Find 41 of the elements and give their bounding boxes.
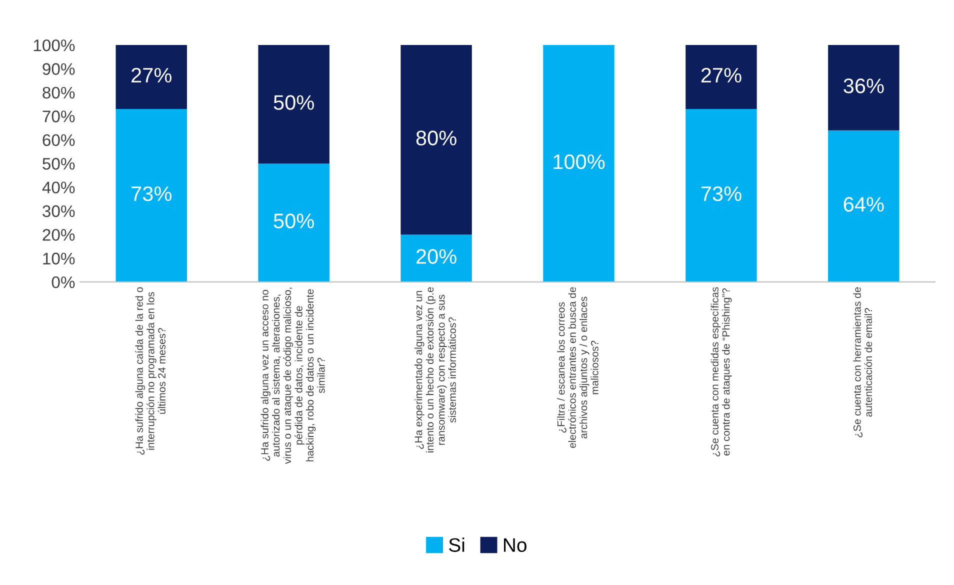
bar bbox=[400, 45, 472, 235]
bar bbox=[828, 45, 900, 130]
data-label: 73% bbox=[132, 186, 172, 202]
data-label: 73% bbox=[701, 186, 742, 202]
data-label: 50% bbox=[274, 214, 314, 228]
bar bbox=[828, 130, 900, 282]
y-tick-label: 70% bbox=[42, 110, 75, 122]
y-tick-label: 40% bbox=[42, 182, 75, 194]
y-tick-label: 20% bbox=[42, 228, 75, 241]
legend-label: Si bbox=[449, 538, 464, 552]
y-tick-label: 90% bbox=[42, 63, 75, 75]
data-label: 27% bbox=[132, 68, 172, 83]
bar bbox=[116, 45, 187, 110]
data-label: 27% bbox=[701, 68, 742, 83]
y-tick-label: 0% bbox=[52, 276, 75, 288]
x-tick-label: ¿Se cuenta con medidas específicas en contra de ataques de “Phishing”? bbox=[710, 287, 732, 456]
legend-label: No bbox=[504, 538, 526, 552]
x-tick-label: ¿Ha sufrido alguna caída de la red o interrupción no programada en los últimos 24 meses? bbox=[135, 287, 166, 455]
bar bbox=[258, 45, 330, 164]
data-label: 36% bbox=[844, 78, 884, 94]
data-label: 64% bbox=[844, 196, 884, 212]
x-tick-label: ¿Filtra / escanea los correos electrónicos entrantes en busca de archivos adjuntos y / o enlaces maliciosos? bbox=[557, 287, 598, 448]
bar bbox=[116, 109, 187, 282]
x-tick-label: ¿Se cuenta con herramientas de autenticación de email? bbox=[853, 287, 872, 438]
data-label: 20% bbox=[416, 249, 456, 264]
data-label: 50% bbox=[274, 95, 314, 110]
bar bbox=[686, 45, 757, 110]
y-tick-label: 10% bbox=[43, 252, 75, 264]
y-tick-label: 80% bbox=[42, 86, 75, 99]
bar bbox=[258, 164, 330, 282]
data-label: 80% bbox=[416, 130, 456, 146]
bar bbox=[400, 234, 472, 282]
y-tick-label: 100% bbox=[34, 39, 75, 52]
y-tick-label: 50% bbox=[42, 158, 75, 170]
bar bbox=[543, 45, 614, 282]
y-tick-label: 30% bbox=[42, 205, 75, 218]
y-tick-label: 60% bbox=[42, 134, 75, 146]
bar bbox=[686, 109, 757, 282]
x-tick-label: ¿Ha experimentado alguna vez un intento o un hecho de extorsión (p.e ransomware) con respecto a sus sistemas informáticos? bbox=[414, 287, 456, 452]
x-tick-label: ¿Ha sufrido alguna vez un acceso no autorizado al sistema, alteraciones, virus o un ataque de código malicioso, pérdida de datos, incidente de hacking, robo de datos o un incidente similar? bbox=[260, 288, 325, 464]
data-label: 100% bbox=[554, 154, 605, 170]
